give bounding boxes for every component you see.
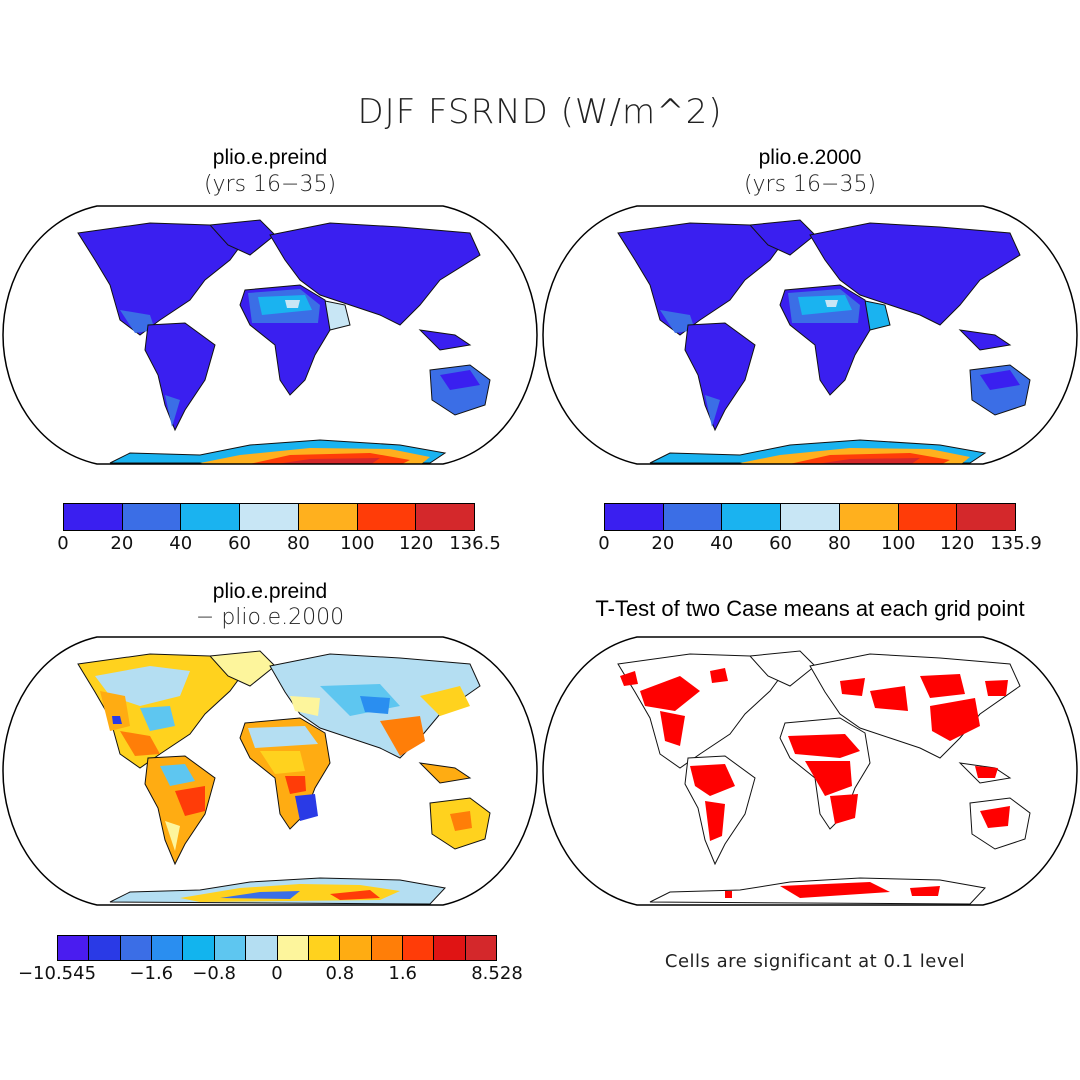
- map-bottom-right: [542, 636, 1078, 906]
- land-south-america: [144, 322, 216, 432]
- colorbar-tick-label: 1.6: [388, 963, 418, 984]
- colorbar-swatch: [722, 504, 782, 530]
- colorbar-swatch: [58, 936, 90, 960]
- panel-subtitle-tr: (yrs 16−35): [743, 172, 877, 197]
- colorbar-tick-label: −1.6: [129, 963, 174, 984]
- colorbar-tick-label: 120: [939, 533, 975, 554]
- colorbar-swatch: [663, 504, 723, 530]
- colorbar-tick-label: 136.5: [449, 533, 501, 554]
- colorbar-tick-label: 8.528: [471, 963, 523, 984]
- colorbar-top-left: [63, 503, 475, 531]
- colorbar-swatch: [781, 504, 840, 530]
- colorbar-tick-label: 120: [398, 533, 434, 554]
- colorbar-swatch: [120, 936, 153, 960]
- land-south-america: [144, 755, 216, 866]
- colorbar-swatch: [152, 936, 184, 960]
- colorbar-tick-label: 20: [110, 533, 134, 554]
- colorbar-tick-label: 80: [827, 533, 851, 554]
- land-south-america: [684, 322, 756, 432]
- colorbar-swatch: [402, 936, 435, 960]
- panel-title-tl: plio.e.preind: [212, 146, 328, 169]
- panel-title-bl: plio.e.preind: [212, 580, 328, 603]
- colorbar-tick-label: 0.8: [325, 963, 355, 984]
- colorbar-swatch: [122, 504, 182, 530]
- colorbar-bottom-left: [57, 935, 497, 961]
- map-top-left: [2, 205, 538, 465]
- colorbar-tick-label: −0.8: [192, 963, 236, 984]
- colorbar-swatch: [246, 936, 278, 960]
- colorbar-tick-label: 100: [340, 533, 375, 554]
- colorbar-tick-label: 20: [651, 533, 675, 554]
- colorbar-swatch: [181, 504, 241, 530]
- colorbar-tick-label: 135.9: [990, 533, 1042, 554]
- colorbar-swatch: [64, 504, 123, 530]
- colorbar-tick-label: 80: [286, 533, 310, 554]
- colorbar-swatch: [605, 504, 664, 530]
- colorbar-swatch: [434, 936, 466, 960]
- colorbar-swatch: [898, 504, 958, 530]
- panel-subtitle-bl: − plio.e.2000: [195, 605, 345, 630]
- colorbar-swatch: [465, 936, 497, 960]
- panel-title-tr: plio.e.2000: [758, 146, 862, 169]
- colorbar-swatch: [957, 504, 1016, 530]
- colorbar-swatch: [839, 504, 899, 530]
- colorbar-swatch: [357, 504, 417, 530]
- colorbar-tick-label: 40: [169, 533, 193, 554]
- colorbar-swatch: [298, 504, 358, 530]
- colorbar-tick-label: 0: [598, 533, 610, 554]
- colorbar-top-right: [604, 503, 1016, 531]
- colorbar-tick-label: 0: [271, 963, 283, 984]
- land-eurasia: [809, 222, 1021, 326]
- land-greenland: [208, 219, 276, 256]
- map-top-right: [542, 205, 1078, 465]
- colorbar-swatch: [183, 936, 215, 960]
- colorbar-tick-label: 0: [57, 533, 69, 554]
- colorbar-swatch: [308, 936, 341, 960]
- colorbar-swatch: [240, 504, 299, 530]
- colorbar-swatch: [214, 936, 247, 960]
- significant-cells: [620, 668, 1010, 898]
- land-greenland: [748, 219, 816, 256]
- land-eurasia: [269, 222, 481, 326]
- colorbar-tick-label: 60: [228, 533, 252, 554]
- colorbar-tick-label: 40: [710, 533, 734, 554]
- colorbar-swatch: [416, 504, 475, 530]
- colorbar-swatch: [340, 936, 372, 960]
- land-greenland: [748, 650, 816, 687]
- colorbar-swatch: [277, 936, 309, 960]
- map-bottom-left: [2, 636, 538, 906]
- land-greenland: [208, 650, 276, 687]
- significance-note: Cells are significant at 0.1 level: [664, 951, 966, 972]
- panel-title-br: T-Test of two Case means at each grid po…: [595, 596, 1025, 621]
- panel-subtitle-tl: (yrs 16−35): [203, 172, 337, 197]
- figure-title: DJF FSRND (W/m^2): [357, 92, 723, 132]
- colorbar-tick-label: 60: [769, 533, 793, 554]
- colorbar-tick-label: −10.545: [17, 963, 97, 984]
- colorbar-swatch: [89, 936, 121, 960]
- colorbar-swatch: [371, 936, 403, 960]
- colorbar-tick-label: 100: [881, 533, 916, 554]
